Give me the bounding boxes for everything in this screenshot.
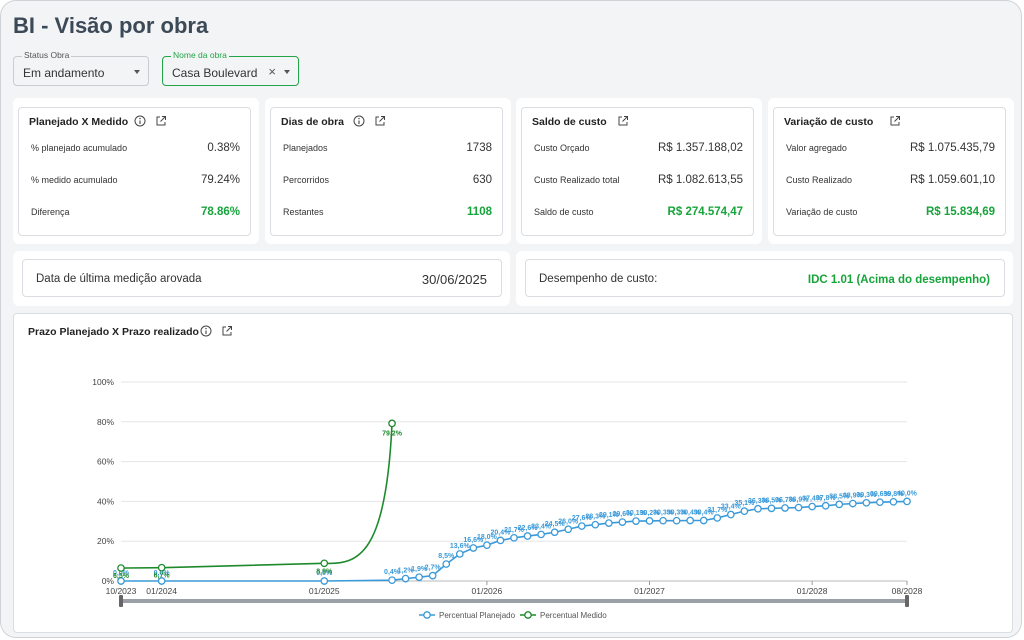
kpi-row-value: R$ 1.357.188,02 [657,142,743,154]
kpi-card: Variação de custo Valor agregado R$ 1.075.… [773,107,1006,236]
kpi-panel: Saldo de custo Custo Orçado R$ 1.357.188,0… [516,98,762,244]
kpi-card: Saldo de custo Custo Orçado R$ 1.357.188,0… [521,107,754,236]
status-obra-label: Status Obra [22,50,72,60]
performance-card: Desempenho de custo: IDC 1.01 (Acima do … [525,259,1005,297]
chart-title: Prazo Planejado X Prazo realizado [28,326,199,338]
performance-label: Desempenho de custo: [539,273,658,285]
clear-icon[interactable]: × [268,64,276,79]
chart-card: Prazo Planejado X Prazo realizado [13,313,1013,633]
kpi-row-label: Variação de custo [786,207,858,217]
kpi-row-value: R$ 15.834,69 [925,206,995,218]
external-link-icon[interactable] [155,115,167,127]
info-icon[interactable] [200,325,212,337]
kpi-row-label: Planejados [283,143,328,153]
kpi-row-label: Saldo de custo [534,207,594,217]
external-link-icon[interactable] [889,115,901,127]
kpi-row-label: Diferença [31,207,70,217]
kpi-row-value: 1738 [466,142,492,154]
kpi-card-title: Variação de custo [784,116,874,128]
kpi-row-label: Percorridos [283,175,330,185]
nome-obra-value: Casa Boulevard [172,66,258,80]
external-link-icon[interactable] [221,325,233,337]
kpi-row-label: Restantes [283,207,324,217]
chevron-down-icon[interactable] [134,70,140,74]
kpi-row-label: Custo Realizado total [534,175,620,185]
last-measure-label: Data de última medição arovada [36,273,202,285]
kpi-row-label: Custo Orçado [534,143,590,153]
kpi-row-label: % medido acumulado [31,175,118,185]
kpi-row-value: R$ 1.082.613,55 [657,174,743,186]
external-link-icon[interactable] [374,115,386,127]
kpi-card-title: Planejado X Medido [29,116,129,128]
kpi-row-value: 79.24% [200,174,240,186]
kpi-row-value: R$ 1.075.435,79 [909,142,995,154]
last-measure-value: 30/06/2025 [421,272,487,287]
kpi-row-value: 78.86% [200,206,240,218]
chevron-down-icon[interactable] [284,70,290,74]
status-obra-select[interactable]: Status Obra Em andamento [13,50,149,86]
chart-panel: Prazo Planejado X Prazo realizado [13,313,1013,633]
external-link-icon[interactable] [617,115,629,127]
info-icon[interactable] [134,115,146,127]
status-obra-value: Em andamento [23,66,105,80]
last-measure-card: Data de última medição arovada 30/06/202… [22,259,502,297]
kpi-row-label: Valor agregado [786,143,847,153]
kpi-row-value: 630 [472,174,492,186]
performance-value: IDC 1.01 (Acima do desempenho) [807,274,990,286]
kpi-row-label: Custo Realizado [786,175,853,185]
kpi-row-label: % planejado acumulado [31,143,128,153]
kpi-row-value: R$ 274.574,47 [667,206,743,218]
kpi-card-title: Saldo de custo [532,116,607,128]
info-icon[interactable] [353,115,365,127]
kpi-panel: Dias de obra Planejados 1738 Percorridos 630… [265,98,511,244]
performance-panel: Desempenho de custo: IDC 1.01 (Acima do … [516,251,1013,306]
last-measure-panel: Data de última medição arovada 30/06/202… [13,251,510,306]
kpi-row-value: 0.38% [207,142,240,154]
kpi-card-title: Dias de obra [281,116,345,128]
nome-obra-select[interactable]: Nome da obra Casa Boulevard × [162,50,299,86]
kpi-card: Planejado X Medido % planejado acumulado 0… [18,107,251,236]
page-title: BI - Visão por obra [13,13,209,38]
nome-obra-label: Nome da obra [171,50,229,60]
kpi-panel: Variação de custo Valor agregado R$ 1.075.… [768,98,1014,244]
kpi-panel: Planejado X Medido % planejado acumulado 0… [13,98,259,244]
kpi-card: Dias de obra Planejados 1738 Percorridos 630… [270,107,503,236]
kpi-row-value: R$ 1.059.601,10 [909,174,995,186]
kpi-row-value: 1108 [467,206,492,218]
